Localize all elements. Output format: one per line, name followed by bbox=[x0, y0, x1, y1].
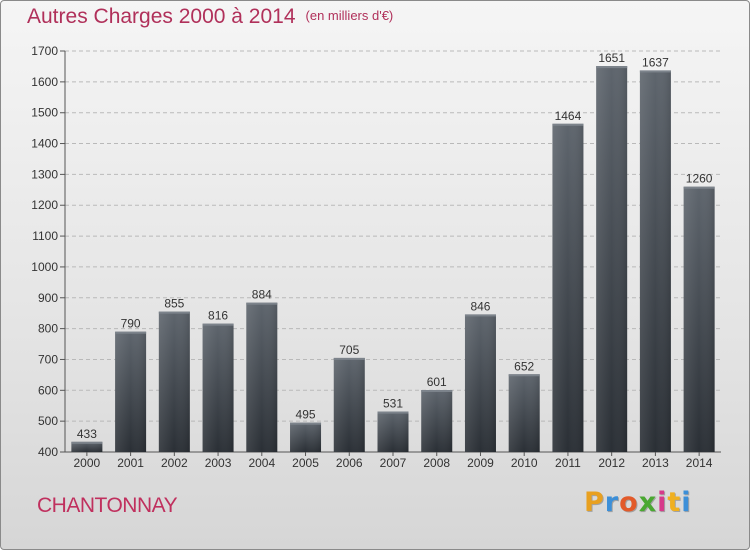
x-tick-label: 2009 bbox=[467, 456, 494, 470]
data-label: 495 bbox=[296, 408, 316, 422]
proxiti-logo: Proxiti bbox=[584, 487, 692, 518]
x-tick-label: 2007 bbox=[380, 456, 407, 470]
x-tick-label: 2006 bbox=[336, 456, 363, 470]
y-tick-label: 1500 bbox=[31, 106, 58, 120]
y-tick-label: 900 bbox=[38, 291, 58, 305]
bar-top-edge bbox=[596, 66, 628, 69]
x-tick-label: 2001 bbox=[117, 456, 144, 470]
logo-letter: t bbox=[667, 487, 682, 518]
bar-shine bbox=[246, 302, 278, 452]
bar-top-edge bbox=[421, 389, 453, 392]
data-label: 816 bbox=[208, 309, 228, 323]
bar-shine bbox=[115, 331, 147, 452]
bar-shine bbox=[596, 66, 628, 452]
y-tick-label: 1700 bbox=[31, 44, 58, 58]
logo-letter: i bbox=[657, 487, 668, 518]
x-tick-label: 2003 bbox=[205, 456, 232, 470]
bar-top-edge bbox=[552, 123, 584, 126]
bar-shine bbox=[290, 422, 322, 452]
x-tick-label: 2013 bbox=[642, 456, 669, 470]
chart-title: Autres Charges 2000 à 2014 (en milliers d… bbox=[27, 5, 393, 29]
labels-layer: 400 500 600 700 800 900 1000 1100 1200 1300 1400 15… bbox=[31, 44, 713, 470]
data-label: 705 bbox=[339, 343, 359, 357]
data-label: 846 bbox=[470, 299, 490, 313]
x-tick-label: 2002 bbox=[161, 456, 188, 470]
data-label: 1260 bbox=[686, 172, 713, 186]
bar-top-edge bbox=[508, 374, 540, 377]
data-label: 433 bbox=[77, 427, 97, 441]
chart-title-text: Autres Charges 2000 à 2014 bbox=[27, 5, 296, 28]
bar-shine bbox=[158, 311, 190, 452]
y-tick-label: 1100 bbox=[32, 229, 58, 243]
bar-top-edge bbox=[246, 302, 278, 305]
x-tick-label: 2012 bbox=[598, 456, 625, 470]
y-tick-label: 400 bbox=[38, 445, 58, 459]
bar-top-edge bbox=[115, 331, 147, 334]
y-tick-label: 1600 bbox=[31, 75, 58, 89]
y-tick-label: 1400 bbox=[31, 137, 58, 151]
bar-top-edge bbox=[377, 411, 409, 414]
data-label: 1464 bbox=[555, 109, 582, 123]
data-label: 652 bbox=[514, 359, 534, 373]
logo-letter: i bbox=[681, 487, 692, 518]
x-tick-label: 2000 bbox=[74, 456, 101, 470]
bar-shine bbox=[639, 70, 671, 452]
y-tick-label: 1300 bbox=[31, 167, 58, 181]
bar-shine bbox=[464, 314, 496, 452]
bar-top-edge bbox=[333, 357, 365, 360]
y-tick-label: 1000 bbox=[31, 260, 58, 274]
bar-shine bbox=[202, 323, 234, 452]
data-label: 855 bbox=[164, 297, 184, 311]
bars-layer bbox=[71, 66, 715, 452]
bar-top-edge bbox=[71, 441, 103, 444]
logo-letter: x bbox=[638, 487, 658, 518]
bar-top-edge bbox=[202, 323, 234, 326]
y-tick-label: 800 bbox=[38, 322, 58, 336]
bar-shine bbox=[71, 441, 103, 452]
y-tick-label: 600 bbox=[38, 383, 58, 397]
bar-top-edge bbox=[639, 70, 671, 73]
bar-top-edge bbox=[683, 186, 715, 189]
data-label: 790 bbox=[121, 317, 141, 331]
x-tick-label: 2005 bbox=[292, 456, 319, 470]
y-tick-label: 500 bbox=[38, 414, 58, 428]
x-tick-label: 2008 bbox=[423, 456, 450, 470]
x-tick-label: 2014 bbox=[686, 456, 713, 470]
data-label: 1637 bbox=[642, 55, 669, 69]
bar-shine bbox=[377, 411, 409, 452]
x-tick-label: 2004 bbox=[248, 456, 275, 470]
bar-shine bbox=[333, 357, 365, 452]
bar-top-edge bbox=[158, 311, 190, 314]
bar-top-edge bbox=[290, 422, 322, 425]
logo-letter: o bbox=[619, 487, 639, 518]
x-tick-label: 2010 bbox=[511, 456, 538, 470]
logo-letter: P bbox=[584, 487, 605, 518]
logo-letter: r bbox=[604, 487, 620, 518]
city-name: CHANTONNAY bbox=[37, 494, 178, 517]
bar-top-edge bbox=[464, 314, 496, 317]
bar-shine bbox=[683, 186, 715, 452]
data-label: 531 bbox=[383, 397, 403, 411]
data-label: 884 bbox=[252, 288, 272, 302]
data-label: 601 bbox=[427, 375, 447, 389]
y-tick-label: 700 bbox=[38, 352, 58, 366]
data-label: 1651 bbox=[598, 51, 625, 65]
bar-shine bbox=[421, 389, 453, 452]
bar-shine bbox=[552, 123, 584, 452]
y-tick-label: 1200 bbox=[31, 198, 58, 212]
x-tick-label: 2011 bbox=[555, 456, 581, 470]
chart-subtitle: (en milliers d'€) bbox=[305, 8, 394, 23]
bar-shine bbox=[508, 374, 540, 452]
